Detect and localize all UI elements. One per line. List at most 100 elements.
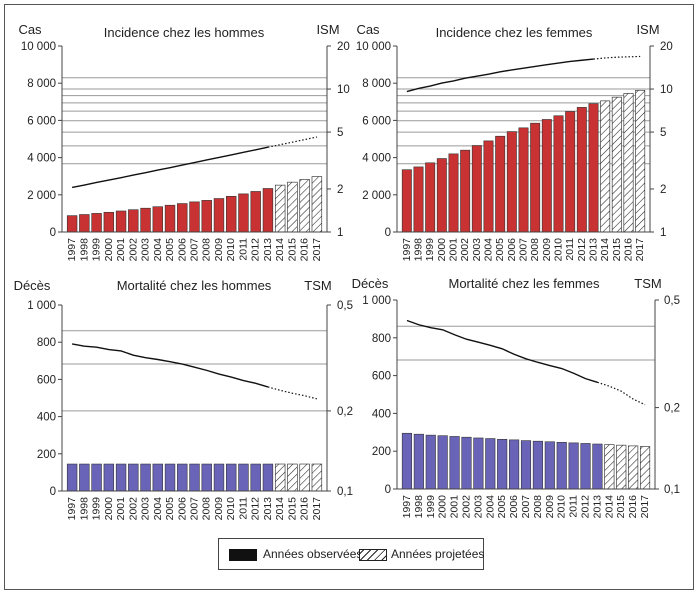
year-label: 2004	[483, 238, 495, 262]
bar-projected	[311, 463, 323, 492]
right-tick-label: 0,2	[337, 406, 353, 418]
year-label: 2015	[615, 495, 627, 519]
rate-line-projected	[267, 386, 318, 400]
year-label: 2007	[518, 238, 530, 262]
year-label: 2006	[176, 497, 188, 521]
bar-observed	[140, 207, 151, 233]
left-tick-label: 8 000	[362, 78, 391, 90]
chart-mort_f: 1997 1998 1999 2000 2001 2002 2003 2004 2005 2006…	[352, 276, 680, 518]
bar-observed	[461, 436, 472, 490]
left-axis-label: Décès	[352, 276, 389, 291]
year-label: 2003	[472, 495, 484, 519]
legend: Années observées Années projetées	[218, 538, 484, 570]
bar-observed	[250, 463, 261, 492]
year-label: 2009	[544, 495, 556, 519]
year-label: 2014	[599, 238, 611, 262]
bar-observed	[473, 437, 484, 490]
bar-observed	[189, 201, 200, 233]
year-label: 2002	[459, 238, 471, 262]
right-tick-label: 1	[660, 227, 666, 239]
year-label: 2010	[556, 495, 568, 519]
bar-observed	[213, 463, 225, 492]
right-tick-label: 0,5	[664, 295, 680, 307]
legend-label-projected: Années projetées	[391, 547, 485, 561]
year-label: 1998	[413, 495, 425, 519]
year-label: 2007	[189, 497, 201, 521]
rate-line-observed	[71, 146, 269, 189]
year-label: 1998	[78, 238, 90, 262]
year-label: 1997	[66, 238, 78, 262]
bar-projected	[604, 444, 615, 490]
chart-inc_f: 1997 1998 1999 2000 2001 2002 2003 2004 2005 2006…	[356, 22, 673, 261]
year-label: 2004	[484, 495, 496, 519]
year-label: 2006	[176, 238, 188, 262]
right-tick-label: 5	[337, 127, 343, 139]
year-label: 2002	[460, 495, 472, 519]
year-label: 2000	[103, 497, 115, 521]
left-tick-label: 200	[37, 449, 56, 461]
bar-observed	[164, 204, 176, 233]
year-label: 2011	[564, 238, 576, 261]
bar-projected	[616, 444, 627, 490]
bar-projected	[600, 100, 611, 233]
bar-observed	[556, 442, 567, 490]
year-label: 2013	[591, 495, 603, 519]
bar-observed	[437, 435, 448, 490]
right-axis-label: ISM	[636, 22, 659, 37]
left-tick-label: 400	[37, 412, 56, 424]
legend-label-observed: Années observées	[263, 547, 363, 561]
chart-mort_h: 1997 1998 1999 2000 2001 2002 2003 2004 2005 2006…	[14, 278, 353, 520]
left-tick-label: 800	[372, 333, 391, 345]
bar-observed	[485, 438, 496, 490]
year-label: 2000	[436, 238, 448, 262]
bar-observed	[201, 463, 212, 492]
year-label: 2017	[639, 495, 651, 519]
year-label: 2002	[127, 497, 139, 521]
bar-observed	[495, 135, 506, 233]
bar-projected	[623, 93, 634, 233]
year-label: 2017	[634, 238, 646, 262]
year-label: 2012	[250, 238, 262, 262]
bar-observed	[592, 443, 603, 490]
year-label: 2005	[164, 497, 176, 521]
chart-title: Incidence chez les hommes	[104, 25, 265, 40]
right-tick-label: 20	[337, 41, 350, 53]
year-label: 2008	[201, 497, 213, 521]
left-tick-label: 0	[385, 227, 391, 239]
left-tick-label: 10 000	[356, 41, 391, 53]
left-tick-label: 4 000	[362, 153, 391, 165]
bar-projected	[274, 184, 286, 233]
bar-observed	[425, 434, 436, 490]
bar-observed	[66, 463, 78, 492]
left-tick-label: 800	[37, 337, 56, 349]
bar-observed	[115, 210, 127, 233]
chart-title: Mortalité chez les femmes	[449, 276, 600, 291]
bar-observed	[115, 463, 127, 492]
bar-observed	[471, 145, 482, 233]
bar-observed	[189, 463, 200, 492]
year-label: 2000	[103, 238, 115, 262]
left-tick-label: 8 000	[27, 78, 56, 90]
right-tick-label: 5	[660, 127, 666, 139]
year-label: 2010	[225, 497, 237, 521]
left-tick-label: 6 000	[362, 115, 391, 127]
left-axis-label: Décès	[14, 278, 51, 293]
left-axis-label: Cas	[356, 22, 380, 37]
bar-observed	[79, 214, 90, 233]
year-label: 2011	[237, 497, 249, 520]
bar-observed	[530, 122, 541, 233]
right-tick-label: 0,5	[337, 300, 353, 312]
bar-observed	[238, 193, 249, 233]
year-label: 2009	[213, 238, 225, 262]
bar-observed	[553, 115, 564, 233]
bar-observed	[177, 203, 188, 233]
year-label: 2016	[299, 497, 311, 521]
bar-projected	[628, 445, 639, 490]
figure-frame	[4, 4, 694, 590]
rate-line-observed	[406, 319, 598, 384]
year-label: 2004	[152, 238, 164, 262]
left-tick-label: 4 000	[27, 153, 56, 165]
bar-observed	[460, 149, 471, 233]
year-label: 2015	[611, 238, 623, 262]
bar-observed	[238, 463, 249, 492]
